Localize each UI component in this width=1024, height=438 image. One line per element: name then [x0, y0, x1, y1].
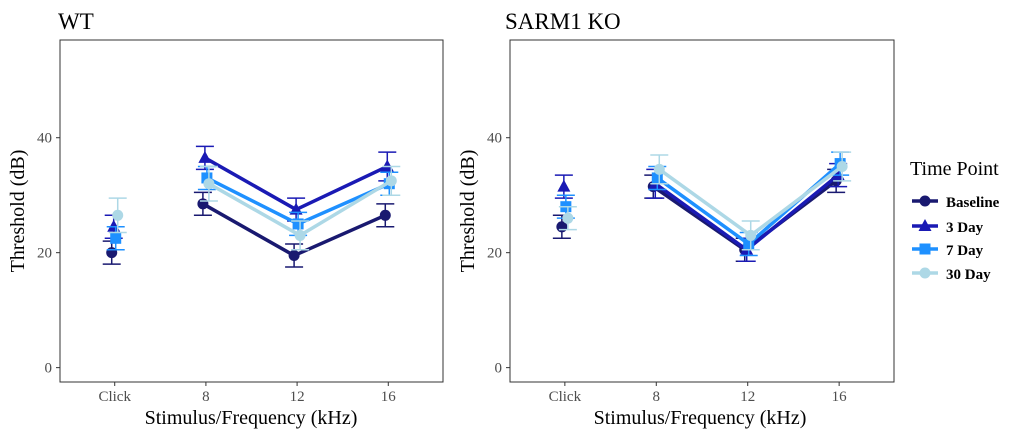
legend-marker — [919, 267, 931, 279]
data-point — [288, 250, 300, 262]
y-axis-ticks: 0 20 40 — [487, 131, 502, 377]
series-30-day — [108, 165, 401, 251]
data-point — [379, 209, 391, 221]
data-point — [745, 229, 757, 241]
x-tick-label: 8 — [653, 389, 661, 405]
legend-title: Time Point — [910, 158, 999, 180]
data-point — [557, 179, 571, 192]
y-tick-label: 0 — [45, 361, 53, 377]
legend-label-7-day: 7 Day — [946, 243, 984, 259]
panel-title: SARM1 KO — [505, 9, 621, 34]
panel-title: WT — [58, 9, 94, 34]
legend-label-3-day: 3 Day — [946, 220, 984, 236]
x-tick-label: Click — [549, 389, 582, 405]
plot-marks — [56, 137, 401, 386]
legend-label-30-day: 30 Day — [946, 267, 991, 283]
y-tick-label: 40 — [487, 131, 502, 147]
legend-marker — [919, 243, 931, 255]
x-axis-ticks: Click 8 12 16 — [549, 389, 848, 405]
legend-marker — [918, 219, 932, 231]
y-axis-title: Threshold (dB) — [7, 150, 29, 273]
x-axis-title: Stimulus/Frequency (kHz) — [594, 407, 807, 429]
y-tick-label: 20 — [37, 246, 52, 262]
legend: Time Point Baseline 3 Day 7 Day 30 Day — [910, 158, 1000, 283]
data-point — [294, 229, 306, 241]
x-tick-label: 12 — [290, 389, 305, 405]
plot-marks — [506, 137, 852, 386]
x-tick-label: 12 — [740, 389, 755, 405]
y-tick-label: 20 — [487, 246, 502, 262]
y-axis-ticks: 0 20 40 — [37, 131, 52, 377]
data-point — [110, 232, 122, 244]
data-point — [289, 202, 303, 215]
legend-key-3-day — [912, 219, 938, 231]
panel-wt: WT 0 20 40 Click 8 12 16 Stimulus/Freque… — [7, 9, 444, 429]
data-point — [292, 218, 304, 230]
data-point — [197, 198, 209, 210]
data-point — [112, 209, 124, 221]
plot-frame — [59, 39, 444, 383]
plot-frame — [509, 39, 895, 383]
x-axis-title: Stimulus/Frequency (kHz) — [145, 407, 358, 429]
data-point — [653, 163, 665, 175]
legend-key-baseline — [912, 195, 938, 207]
x-axis-ticks: Click 8 12 16 — [98, 389, 396, 405]
legend-key-30-day — [912, 267, 938, 279]
y-tick-label: 0 — [495, 361, 503, 377]
data-point — [201, 172, 213, 184]
data-point — [836, 160, 848, 172]
legend-key-7-day — [912, 243, 938, 255]
legend-label-baseline: Baseline — [946, 195, 1000, 211]
panel-sarm1-ko: SARM1 KO 0 20 40 Click 8 12 16 Stimulus/… — [457, 9, 895, 429]
y-tick-label: 40 — [37, 131, 52, 147]
y-axis-title: Threshold (dB) — [457, 150, 479, 273]
x-tick-label: 16 — [832, 389, 848, 405]
data-point — [385, 175, 397, 187]
x-tick-label: 8 — [202, 389, 210, 405]
data-point — [651, 172, 663, 184]
data-point — [562, 212, 574, 224]
data-point — [743, 238, 755, 250]
data-point — [198, 150, 212, 163]
series-3-day — [554, 162, 848, 263]
x-tick-label: Click — [98, 389, 131, 405]
legend-marker — [919, 195, 931, 207]
series-3-day — [104, 145, 397, 240]
legend-keys — [912, 195, 938, 279]
series-30-day — [558, 151, 852, 251]
x-tick-label: 16 — [381, 389, 397, 405]
data-point — [203, 178, 215, 190]
